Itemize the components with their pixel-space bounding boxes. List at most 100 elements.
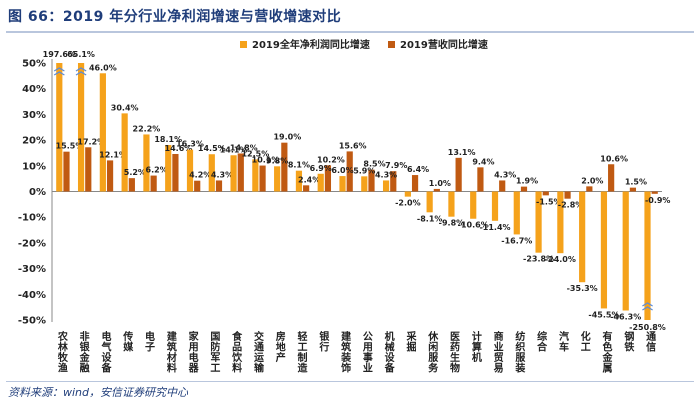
revenue-bar: [499, 180, 506, 192]
profit-data-label: 8.1%: [288, 161, 310, 170]
revenue-bar: [651, 191, 658, 194]
category-label: 服: [428, 352, 439, 364]
profit-data-label: -10.6%: [458, 221, 489, 230]
category-label: 轻: [298, 330, 308, 343]
revenue-bar: [303, 185, 310, 192]
profit-bar: [143, 134, 150, 192]
category-label: 输: [254, 362, 265, 375]
profit-bar: [165, 144, 172, 192]
category-label: 电: [101, 330, 111, 343]
category-label: 械: [385, 341, 395, 354]
category-label: 军: [210, 352, 220, 364]
revenue-data-label: -1.5%: [536, 197, 562, 206]
category-label: 金: [79, 351, 91, 364]
revenue-data-label: 1.9%: [516, 177, 538, 186]
category-label: 地: [276, 341, 286, 354]
profit-data-label: 18.1%: [154, 135, 182, 144]
revenue-data-label: 10.2%: [317, 155, 345, 164]
revenue-bar: [586, 186, 593, 192]
category-label: 制: [298, 351, 308, 364]
profit-bar: [513, 191, 520, 235]
category-label: 林: [58, 341, 69, 354]
profit-data-label: 197.6%: [43, 50, 76, 59]
profit-bar: [56, 63, 63, 192]
profit-bar: [470, 191, 477, 219]
category-label: 商: [494, 330, 504, 343]
revenue-bar: [259, 165, 266, 192]
profit-bar: [600, 191, 608, 309]
revenue-data-label: 8.5%: [363, 160, 385, 169]
profit-data-label: 14.5%: [198, 144, 226, 153]
category-label: 机: [385, 330, 395, 343]
category-label: 业: [363, 362, 373, 375]
category-label: 银: [319, 330, 330, 343]
revenue-bar: [608, 164, 615, 192]
profit-bar: [644, 191, 651, 320]
category-label: 计: [472, 330, 482, 343]
category-label: 房: [276, 330, 286, 343]
category-label: 有: [603, 330, 613, 343]
y-tick-label: 50%: [22, 59, 46, 70]
category-label: 电: [145, 330, 155, 343]
y-tick-label: 0%: [29, 187, 46, 198]
profit-bar: [274, 166, 281, 192]
profit-data-label: -250.8%: [629, 323, 666, 332]
profit-bar: [361, 176, 368, 192]
profit-data-label: 16.3%: [176, 140, 204, 149]
profit-bar: [426, 191, 433, 213]
category-label: 建: [166, 330, 178, 343]
category-label: 药: [450, 341, 460, 354]
category-label: 传: [122, 330, 133, 343]
profit-data-label: 6.9%: [310, 164, 332, 173]
category-label: 料: [232, 362, 242, 375]
revenue-data-label: 4.2%: [189, 171, 211, 180]
profit-bar: [404, 191, 411, 197]
category-label: 料: [167, 362, 177, 375]
y-tick-label: 40%: [22, 84, 46, 95]
category-label: 织: [515, 341, 525, 354]
revenue-bar: [128, 178, 135, 192]
source-note: 资料来源：wind，安信证券研究中心: [8, 386, 189, 399]
category-label: 合: [536, 341, 548, 354]
category-label: 服: [515, 352, 526, 364]
revenue-bar: [542, 191, 549, 196]
axis-break-marker: [53, 67, 65, 76]
profit-data-label: 4.3%: [375, 170, 397, 179]
category-label: 信: [646, 341, 656, 354]
revenue-data-label: 1.5%: [625, 178, 647, 187]
profit-data-label: -11.4%: [479, 223, 510, 232]
category-label: 农: [57, 330, 68, 343]
category-label: 器: [188, 363, 200, 375]
profit-data-label: -45.5%: [588, 310, 619, 319]
category-label: 工: [210, 364, 220, 375]
revenue-bar: [368, 169, 375, 192]
profit-data-label: 5.9%: [353, 166, 375, 175]
source-divider: [6, 381, 694, 382]
revenue-bar: [346, 151, 353, 192]
y-tick-label: -40%: [18, 290, 46, 301]
category-label: 业: [494, 341, 504, 354]
category-label: 建: [340, 330, 352, 343]
profit-bar: [622, 191, 629, 311]
category-label: 休: [427, 330, 439, 343]
profit-data-label: -2.0%: [395, 199, 421, 208]
revenue-bar: [390, 171, 397, 192]
y-tick-label: 10%: [22, 161, 46, 172]
category-label: 钢: [624, 330, 634, 343]
axis-break-marker: [642, 302, 653, 311]
profit-bar: [535, 191, 542, 253]
category-label: 筑: [167, 341, 177, 354]
category-label: 防: [210, 341, 220, 354]
category-label: 品: [232, 342, 242, 354]
revenue-bar: [281, 142, 288, 192]
axis-break-marker: [75, 67, 87, 76]
category-label: 金: [602, 351, 614, 364]
category-label: 化: [581, 330, 591, 343]
profit-bar: [382, 180, 390, 192]
category-label: 公: [363, 331, 373, 343]
title-divider: [6, 31, 694, 33]
category-label: 医: [450, 331, 460, 343]
category-label: 易: [494, 363, 504, 375]
category-label: 电: [189, 351, 199, 364]
category-label: 贸: [494, 351, 504, 364]
